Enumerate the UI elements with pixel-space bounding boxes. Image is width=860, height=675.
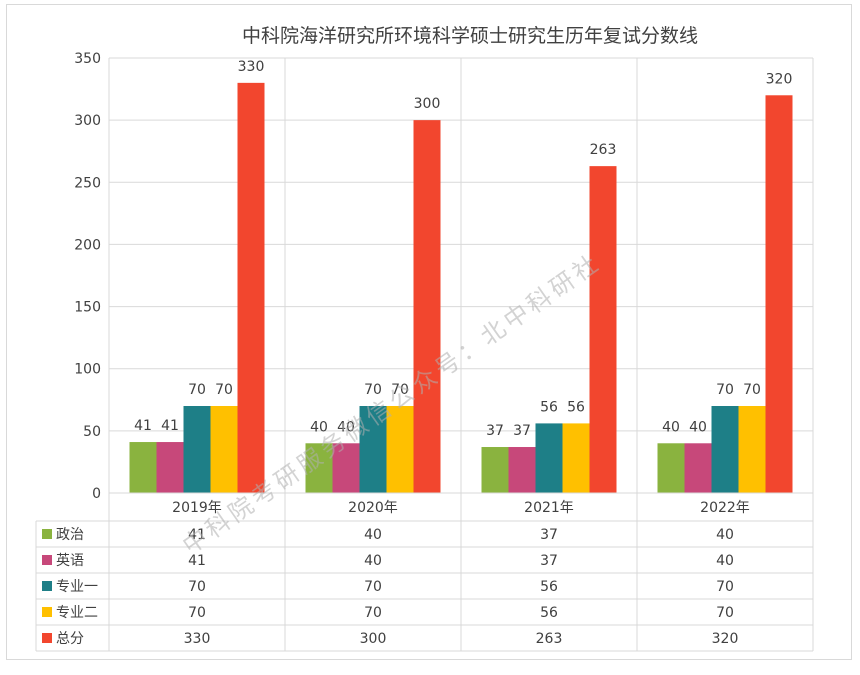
legend-swatch [42, 633, 52, 643]
bar [711, 406, 739, 493]
y-tick-label: 200 [74, 237, 101, 253]
y-tick-label: 250 [74, 175, 101, 191]
bar [305, 443, 333, 493]
table-cell: 70 [364, 579, 382, 595]
bar [481, 447, 509, 493]
x-tick-label: 2022年 [700, 500, 750, 516]
data-label: 263 [590, 142, 617, 158]
data-label: 300 [414, 96, 441, 112]
legend-swatch [42, 607, 52, 617]
y-tick-label: 350 [74, 51, 101, 67]
legend-label: 总分 [56, 631, 84, 647]
data-label: 330 [238, 59, 265, 75]
y-tick-label: 0 [92, 486, 101, 502]
data-label: 70 [364, 382, 382, 398]
table-cell: 70 [364, 605, 382, 621]
data-label: 70 [743, 382, 761, 398]
bar [684, 443, 712, 493]
y-tick-label: 300 [74, 113, 101, 129]
data-label: 70 [188, 382, 206, 398]
table-cell: 70 [188, 579, 206, 595]
data-label: 40 [337, 419, 355, 435]
table-cell: 263 [536, 631, 563, 647]
table-cell: 40 [364, 527, 382, 543]
table-cell: 330 [184, 631, 211, 647]
legend-label: 政治 [56, 527, 84, 543]
data-label: 70 [391, 382, 409, 398]
table-cell: 56 [540, 605, 558, 621]
bar [535, 423, 563, 493]
table-cell: 40 [716, 553, 734, 569]
chart-title: 中科院海洋研究所环境科学硕士研究生历年复试分数线 [242, 25, 698, 47]
table-cell: 70 [716, 605, 734, 621]
table-cell: 300 [360, 631, 387, 647]
bars [129, 82, 793, 494]
bar [129, 442, 157, 493]
data-label: 40 [662, 419, 680, 435]
legend-label: 专业二 [56, 605, 98, 621]
data-label: 37 [486, 423, 504, 439]
data-label: 40 [310, 419, 328, 435]
data-label: 41 [134, 418, 152, 434]
table-cell: 37 [540, 553, 558, 569]
bar [738, 406, 766, 493]
table-cell: 41 [188, 527, 206, 543]
table-cell: 320 [712, 631, 739, 647]
table-cell: 37 [540, 527, 558, 543]
data-labels: 41 41 70 70 330 40 40 70 70 300 37 37 56 56 263 40 40 70 7… [134, 59, 792, 439]
data-label: 56 [567, 399, 585, 415]
bar [589, 166, 617, 493]
table-cell: 70 [716, 579, 734, 595]
bar [508, 447, 536, 493]
y-tick-label: 150 [74, 300, 101, 316]
data-label: 70 [215, 382, 233, 398]
x-tick-label: 2021年 [524, 500, 574, 516]
bar [156, 442, 184, 493]
bar [765, 95, 793, 494]
table-cell: 70 [188, 605, 206, 621]
data-label: 70 [716, 382, 734, 398]
data-label: 41 [161, 418, 179, 434]
bar [210, 406, 238, 493]
bar [359, 406, 387, 493]
legend-swatch [42, 555, 52, 565]
data-label: 37 [513, 423, 531, 439]
bar [183, 406, 211, 493]
bar [386, 406, 414, 493]
bar [332, 443, 360, 493]
table-cell: 56 [540, 579, 558, 595]
y-axis: 0 50 100 150 200 250 300 350 [74, 51, 101, 502]
data-label: 56 [540, 399, 558, 415]
bar [237, 82, 265, 493]
bar [562, 423, 590, 493]
legend-label: 专业一 [56, 579, 98, 595]
data-label: 40 [689, 419, 707, 435]
bar [413, 120, 441, 494]
bar [657, 443, 685, 493]
y-tick-label: 100 [74, 362, 101, 378]
table-cell: 41 [188, 553, 206, 569]
legend-swatch [42, 581, 52, 591]
x-tick-label: 2020年 [348, 500, 398, 516]
y-tick-label: 50 [83, 424, 101, 440]
table-cell: 40 [364, 553, 382, 569]
x-tick-label: 2019年 [172, 500, 222, 516]
table-cell: 40 [716, 527, 734, 543]
legend-swatch [42, 529, 52, 539]
data-label: 320 [766, 71, 793, 87]
legend-label: 英语 [56, 552, 84, 569]
